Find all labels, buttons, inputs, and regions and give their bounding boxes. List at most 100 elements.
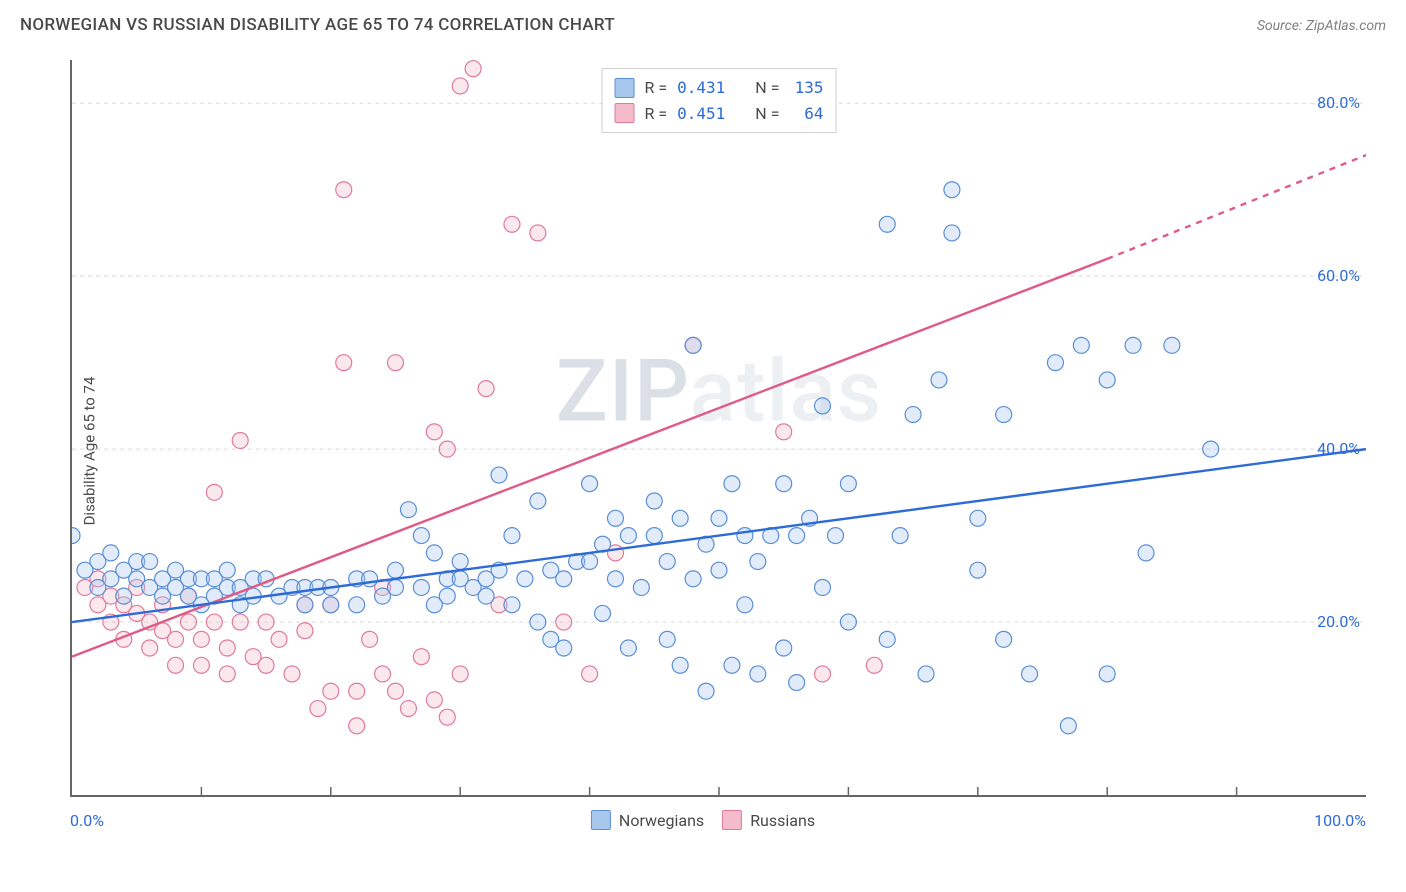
data-point <box>219 640 235 656</box>
data-point <box>362 631 378 647</box>
data-point <box>1203 441 1219 457</box>
data-point <box>1073 337 1089 353</box>
series-label: Russians <box>750 811 815 830</box>
data-point <box>556 614 572 630</box>
data-point <box>388 579 404 595</box>
data-point <box>789 675 805 691</box>
data-point <box>556 640 572 656</box>
data-point <box>168 631 184 647</box>
data-point <box>452 554 468 570</box>
data-point <box>970 562 986 578</box>
data-point <box>737 528 753 544</box>
data-point <box>646 493 662 509</box>
data-point <box>349 597 365 613</box>
data-point <box>672 510 688 526</box>
data-point <box>996 407 1012 423</box>
data-point <box>866 657 882 673</box>
data-point <box>219 666 235 682</box>
data-point <box>284 666 300 682</box>
data-point <box>362 571 378 587</box>
data-point <box>530 225 546 241</box>
data-point <box>737 597 753 613</box>
data-point <box>556 571 572 587</box>
data-point <box>879 631 895 647</box>
data-point <box>180 614 196 630</box>
data-point <box>426 692 442 708</box>
data-point <box>426 424 442 440</box>
legend-n-value: 64 <box>789 101 823 127</box>
data-point <box>168 657 184 673</box>
series-legend: Norwegians Russians <box>591 810 815 830</box>
data-point <box>323 683 339 699</box>
data-point <box>465 61 481 77</box>
data-point <box>724 657 740 673</box>
x-axis-max-label: 100.0% <box>1314 811 1366 830</box>
data-point <box>1164 337 1180 353</box>
legend-swatch <box>615 78 635 98</box>
data-point <box>504 597 520 613</box>
data-point <box>815 666 831 682</box>
data-point <box>206 614 222 630</box>
data-point <box>659 631 675 647</box>
scatter-plot: ZIPatlas R =0.431N =135R =0.451N =64 20.… <box>70 60 1366 797</box>
data-point <box>517 571 533 587</box>
data-point <box>698 683 714 699</box>
data-point <box>905 407 921 423</box>
correlation-legend: R =0.431N =135R =0.451N =64 <box>602 68 837 133</box>
series-legend-item: Norwegians <box>591 810 704 830</box>
data-point <box>931 372 947 388</box>
data-point <box>388 683 404 699</box>
data-point <box>633 579 649 595</box>
data-point <box>504 528 520 544</box>
data-point <box>413 579 429 595</box>
legend-row: R = 0.431 N = 135 <box>615 75 824 101</box>
data-point <box>711 562 727 578</box>
data-point <box>72 528 80 544</box>
data-point <box>789 528 805 544</box>
data-point <box>388 562 404 578</box>
legend-swatch <box>722 810 742 830</box>
data-point <box>271 631 287 647</box>
data-point <box>840 476 856 492</box>
data-point <box>582 554 598 570</box>
data-point <box>310 701 326 717</box>
data-point <box>815 579 831 595</box>
data-point <box>685 337 701 353</box>
series-label: Norwegians <box>619 811 704 830</box>
data-point <box>776 424 792 440</box>
data-point <box>815 398 831 414</box>
legend-r-label: R = <box>645 75 668 101</box>
data-point <box>996 631 1012 647</box>
data-point <box>142 640 158 656</box>
data-point <box>620 528 636 544</box>
data-point <box>452 666 468 682</box>
data-point <box>840 614 856 630</box>
data-point <box>1099 372 1115 388</box>
data-point <box>349 718 365 734</box>
data-point <box>258 657 274 673</box>
legend-swatch <box>591 810 611 830</box>
data-point <box>1060 718 1076 734</box>
y-tick-label: 80.0% <box>1317 93 1360 112</box>
data-point <box>530 614 546 630</box>
data-point <box>400 502 416 518</box>
data-point <box>1022 666 1038 682</box>
data-point <box>116 588 132 604</box>
data-point <box>879 216 895 232</box>
data-point <box>750 666 766 682</box>
data-point <box>323 597 339 613</box>
legend-n-value: 135 <box>789 75 823 101</box>
legend-n-label: N = <box>755 75 779 101</box>
data-point <box>439 588 455 604</box>
data-point <box>724 476 740 492</box>
data-point <box>452 78 468 94</box>
data-point <box>142 554 158 570</box>
data-point <box>607 510 623 526</box>
data-point <box>103 545 119 561</box>
data-point <box>607 571 623 587</box>
data-point <box>646 528 662 544</box>
data-point <box>1047 355 1063 371</box>
data-point <box>582 666 598 682</box>
legend-r-value: 0.431 <box>677 75 725 101</box>
data-point <box>892 528 908 544</box>
